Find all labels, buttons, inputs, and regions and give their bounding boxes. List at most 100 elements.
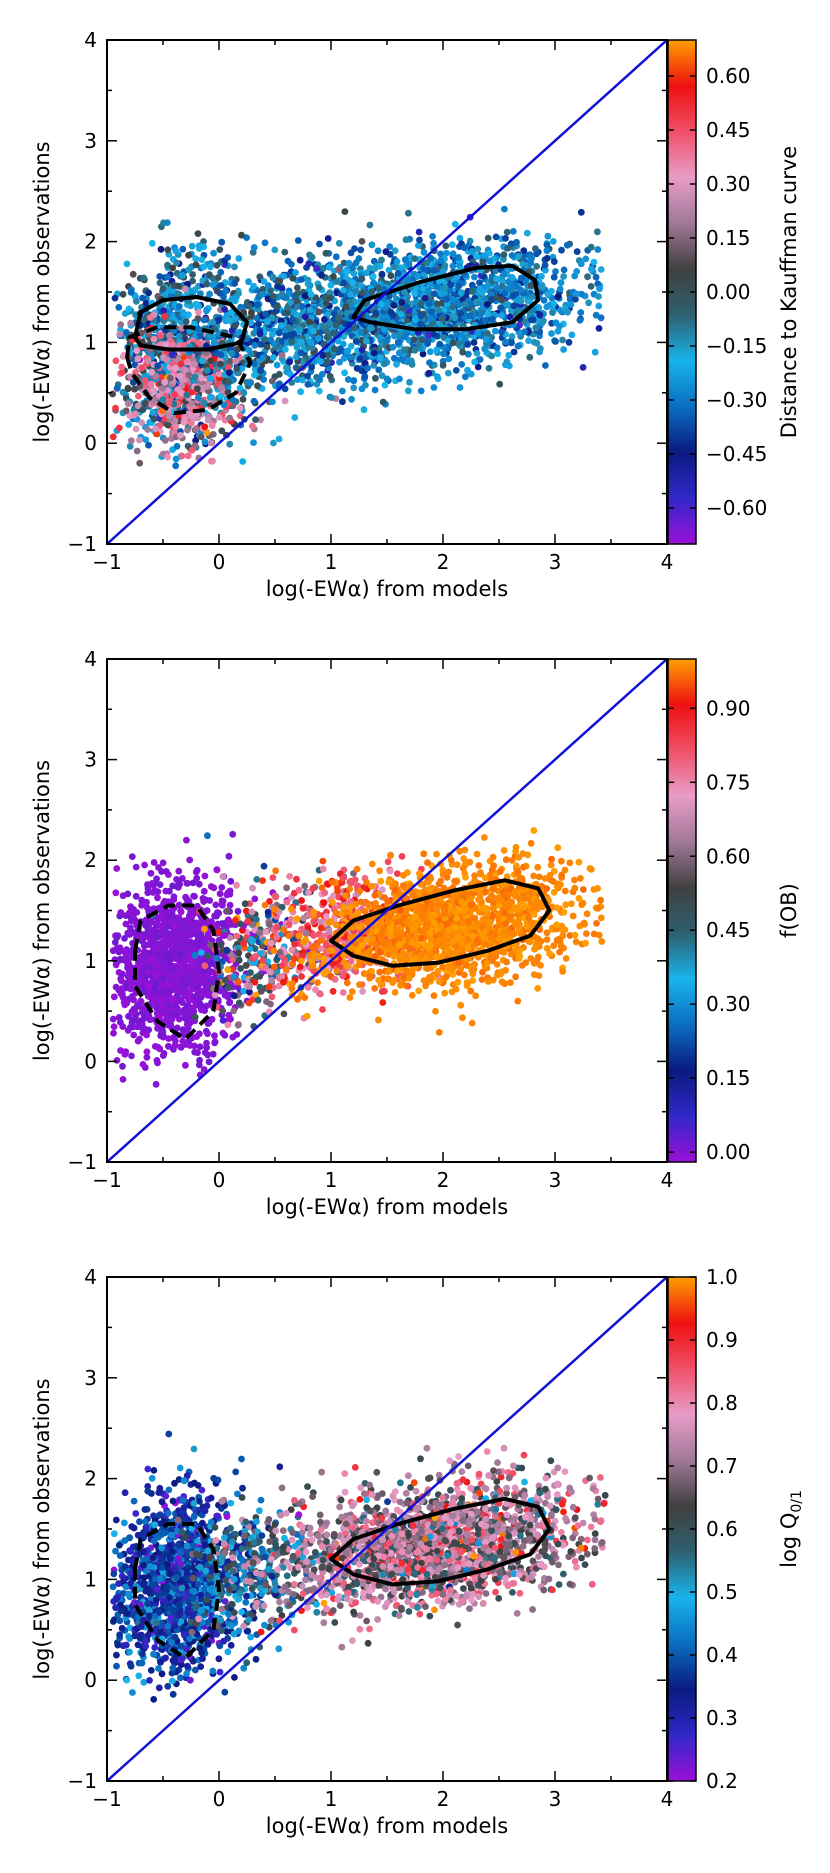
data-point: [283, 364, 290, 371]
data-point: [485, 250, 493, 257]
data-point: [236, 404, 244, 412]
data-point: [270, 439, 277, 447]
colorbar-tick-label: 0.15: [706, 226, 751, 250]
data-point: [204, 1051, 212, 1059]
data-point: [191, 927, 199, 935]
data-point: [324, 352, 332, 359]
data-point: [196, 1043, 204, 1051]
data-point: [500, 251, 508, 258]
data-point: [132, 369, 139, 376]
data-point: [587, 243, 595, 251]
data-point: [510, 302, 518, 310]
data-point: [207, 263, 214, 271]
data-point: [217, 268, 225, 276]
data-point: [250, 282, 257, 290]
data-point: [340, 286, 347, 294]
data-point: [182, 318, 190, 326]
data-point: [440, 350, 447, 358]
x-tick-label: 3: [549, 550, 562, 574]
data-point: [218, 958, 226, 966]
data-point: [141, 861, 149, 869]
data-point: [451, 220, 459, 228]
data-point: [188, 400, 195, 407]
data-point: [165, 1035, 173, 1042]
data-point: [147, 380, 155, 388]
data-point: [401, 256, 409, 264]
data-point: [391, 332, 398, 340]
data-point: [238, 365, 246, 372]
data-point: [474, 363, 482, 371]
data-point: [132, 425, 140, 433]
data-point: [126, 931, 134, 938]
data-point: [224, 389, 232, 396]
data-point: [341, 208, 349, 216]
data-point: [176, 372, 184, 380]
data-point: [332, 253, 340, 261]
data-point: [256, 330, 264, 338]
data-point: [307, 291, 315, 298]
data-point: [315, 335, 322, 342]
data-point: [542, 266, 549, 274]
data-point: [377, 300, 385, 308]
data-point: [437, 290, 445, 297]
data-point: [541, 261, 549, 269]
x-tick-label: 0: [213, 550, 226, 574]
data-point: [148, 368, 156, 376]
data-point: [164, 971, 172, 979]
data-point: [326, 294, 334, 302]
data-point: [219, 897, 227, 905]
one-to-one-line: [107, 40, 667, 544]
colorbar-tick-label: −0.30: [706, 388, 767, 412]
data-point: [318, 272, 325, 279]
data-point: [253, 314, 261, 322]
data-point: [433, 373, 441, 381]
data-point: [118, 363, 126, 371]
data-point: [370, 362, 378, 369]
data-point: [397, 310, 405, 318]
data-point: [408, 361, 416, 368]
data-point: [403, 303, 411, 310]
data-point: [339, 387, 346, 395]
data-point: [140, 942, 148, 950]
data-point: [171, 364, 179, 372]
y-tick-label: 4: [84, 28, 97, 52]
data-point: [383, 375, 391, 383]
data-point: [372, 309, 380, 317]
data-point: [558, 246, 565, 254]
data-point: [116, 330, 124, 338]
data-point: [217, 351, 225, 359]
data-point: [316, 376, 324, 384]
data-point: [150, 960, 158, 968]
data-point: [181, 972, 189, 980]
data-point: [127, 985, 135, 993]
data-point: [246, 945, 254, 953]
data-point: [217, 941, 225, 949]
data-point: [287, 298, 294, 306]
data-point: [350, 377, 358, 385]
data-point: [194, 1049, 201, 1057]
data-point: [173, 442, 181, 450]
data-point: [339, 398, 346, 406]
data-point: [126, 924, 134, 932]
data-point: [471, 273, 478, 281]
data-point: [164, 453, 172, 461]
data-point: [509, 292, 517, 300]
data-point: [405, 261, 413, 268]
data-point: [353, 287, 360, 295]
data-point: [423, 259, 431, 267]
data-point: [180, 418, 188, 426]
data-point: [421, 294, 429, 302]
data-point: [171, 936, 179, 943]
data-point: [195, 308, 202, 316]
data-point: [508, 333, 516, 340]
data-point: [197, 433, 205, 441]
data-point: [207, 357, 215, 365]
data-point: [498, 296, 506, 304]
data-point: [270, 293, 277, 300]
data-point: [370, 349, 378, 357]
data-point: [219, 1029, 227, 1037]
data-point: [278, 352, 286, 359]
data-point: [192, 261, 200, 269]
data-point: [144, 889, 152, 897]
